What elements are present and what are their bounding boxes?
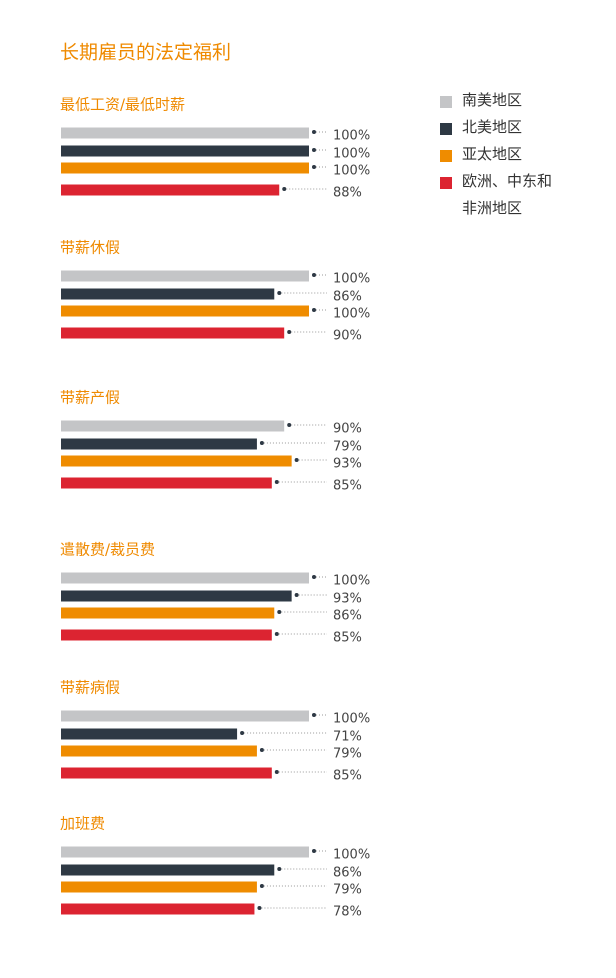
legend-label: 亚太地区 [462,145,523,163]
leader-dot [240,731,245,735]
bar [61,305,309,317]
leader-dot [274,480,279,484]
value-label: 100% [333,272,370,287]
leader-dot [277,867,282,871]
bar [61,455,292,467]
bar [61,767,272,779]
legend-swatch [440,150,452,162]
legend-item: 南美地区 [440,91,566,114]
leader-dot [259,441,264,445]
value-label: 79% [333,440,362,455]
legend-item: 欧洲、中东和非洲地区 [440,172,566,222]
bar [61,420,285,432]
value-label: 88% [333,186,362,201]
bar [61,270,309,282]
bar [61,127,309,139]
bar [61,162,309,174]
leader-dot [312,575,316,579]
value-label: 100% [333,712,370,727]
bar [61,728,238,740]
value-label: 86% [333,866,362,881]
value-label: 93% [333,592,362,607]
value-label: 90% [333,422,362,437]
leader-dot [274,632,279,636]
leader-dot [312,148,316,152]
bar [61,590,292,602]
bar [61,184,280,196]
bar [61,607,275,619]
bar [61,864,275,876]
leader-dot [257,906,262,910]
value-label: 86% [333,609,362,624]
value-label: 90% [333,329,362,344]
leader-dot [277,291,282,295]
bar [61,881,257,893]
legend-swatch [440,96,452,108]
value-label: 85% [333,769,362,784]
leader-dot [259,884,264,888]
legend-item: 亚太地区 [440,145,566,168]
bar [61,903,255,915]
bar [61,327,285,339]
page-title: 长期雇员的法定福利 [60,42,231,64]
value-label: 79% [333,883,362,898]
value-label: 85% [333,631,362,646]
bar [61,745,257,757]
legend-item: 北美地区 [440,118,566,141]
value-label: 100% [333,147,370,162]
value-label: 79% [333,747,362,762]
panel-title: 遣散费/裁员费 [60,541,155,559]
panel-title: 带薪病假 [60,679,120,697]
value-label: 93% [333,457,362,472]
panel-title: 最低工资/最低时薪 [60,96,185,114]
bar [61,145,309,157]
bar [61,477,272,489]
leader-dot [274,770,279,774]
value-label: 100% [333,574,370,589]
legend-label: 北美地区 [462,118,523,136]
legend-label: 南美地区 [462,91,523,109]
value-label: 85% [333,479,362,494]
legend-swatch [440,177,452,189]
leader-dot [312,130,316,134]
bar [61,438,257,450]
leader-dot [287,330,292,334]
leader-dot [259,748,264,752]
panel-title: 带薪休假 [60,239,120,257]
value-label: 86% [333,290,362,305]
value-label: 100% [333,307,370,322]
bar [61,572,309,584]
bar [61,288,275,300]
bar [61,629,272,641]
legend-swatch [440,123,452,135]
leader-dot [312,849,316,853]
leader-dot [277,610,282,614]
leader-dot [312,713,316,717]
value-label: 100% [333,129,370,144]
leader-dot [312,308,316,312]
value-label: 71% [333,730,362,745]
leader-dot [312,273,316,277]
value-label: 100% [333,848,370,863]
bar [61,846,309,858]
panel-title: 加班费 [60,815,105,833]
leader-dot [312,165,316,169]
legend-label: 欧洲、中东和非洲地区 [462,172,553,217]
value-label: 100% [333,164,370,179]
leader-dot [287,423,292,427]
leader-dot [294,593,299,597]
leader-dot [282,187,287,191]
value-label: 78% [333,905,362,920]
panel-title: 带薪产假 [60,389,120,407]
leader-dot [294,458,299,462]
bar [61,710,309,722]
